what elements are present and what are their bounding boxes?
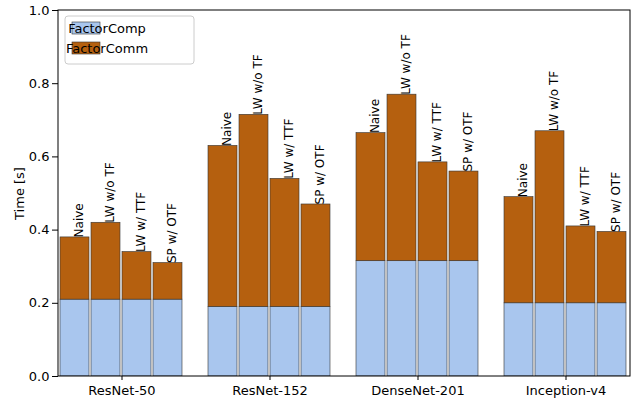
svg-text:Naive: Naive [220,112,234,146]
svg-text:Inception-v4: Inception-v4 [526,383,607,398]
svg-text:0.4: 0.4 [29,222,50,237]
svg-text:SP w/ OTF: SP w/ OTF [609,172,623,232]
svg-text:0.8: 0.8 [29,76,50,91]
svg-text:LW w/o TF: LW w/o TF [103,162,117,223]
svg-text:LW w/ TTF: LW w/ TTF [134,192,148,252]
svg-text:0.6: 0.6 [29,149,50,164]
svg-text:Naive: Naive [516,163,530,197]
svg-text:FactorComm: FactorComm [66,41,148,56]
svg-text:SP w/ OTF: SP w/ OTF [165,203,179,263]
svg-text:1.0: 1.0 [29,3,50,18]
svg-text:ResNet-50: ResNet-50 [88,383,155,398]
svg-text:0.2: 0.2 [29,295,50,310]
svg-text:Naive: Naive [72,203,86,237]
svg-text:0.0: 0.0 [29,369,50,384]
svg-text:DenseNet-201: DenseNet-201 [371,383,464,398]
svg-text:LW w/ TTF: LW w/ TTF [430,102,444,162]
svg-text:FactorComp: FactorComp [68,21,146,36]
svg-text:Naive: Naive [368,99,382,133]
svg-text:SP w/ OTF: SP w/ OTF [461,111,475,171]
svg-text:LW w/ TTF: LW w/ TTF [578,166,592,226]
svg-text:SP w/ OTF: SP w/ OTF [313,144,327,204]
svg-text:LW w/o TF: LW w/o TF [251,54,265,115]
svg-text:LW w/o TF: LW w/o TF [547,71,561,132]
svg-text:LW w/ TTF: LW w/ TTF [282,118,296,178]
svg-text:ResNet-152: ResNet-152 [232,383,308,398]
svg-text:LW w/o TF: LW w/o TF [399,34,413,95]
svg-text:Time [s]: Time [s] [12,167,27,221]
